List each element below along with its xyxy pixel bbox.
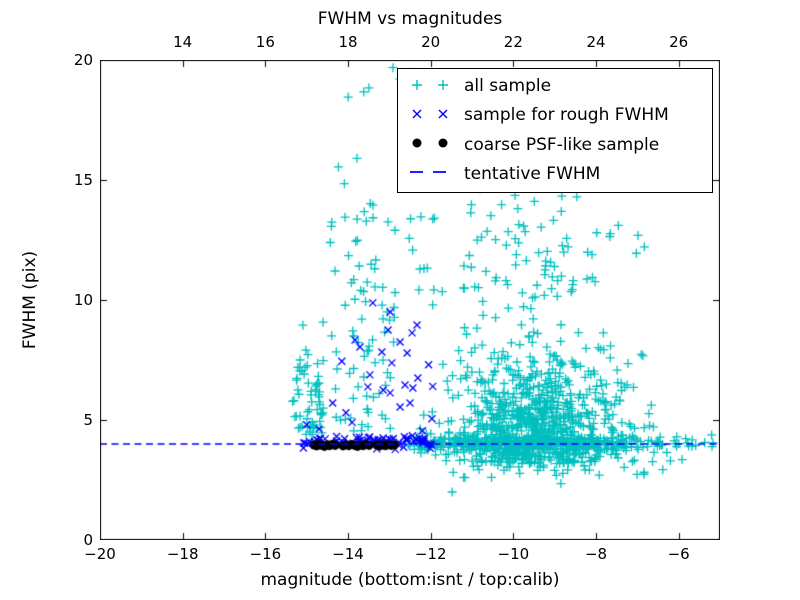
tick-label: 20 xyxy=(73,51,93,69)
tick-label: −12 xyxy=(414,545,447,563)
legend-item-plus: all sample xyxy=(398,73,712,101)
legend: all sample sample for rough FWHM coarse PS… xyxy=(397,68,713,193)
cross-marker-icon xyxy=(407,105,455,127)
tick-label: −8 xyxy=(584,545,608,563)
tick-label: 0 xyxy=(83,531,93,549)
tick-label: 10 xyxy=(73,291,93,309)
tick-label: 22 xyxy=(503,33,523,51)
tick-label: −16 xyxy=(249,545,282,563)
tick-label: 18 xyxy=(338,33,358,51)
tick-label: −18 xyxy=(166,545,199,563)
tick-label: 16 xyxy=(255,33,275,51)
y-axis-label: FWHM (pix) xyxy=(20,250,40,350)
dot-marker-icon xyxy=(407,134,455,156)
x-axis-label: magnitude (bottom:isnt / top:calib) xyxy=(260,570,560,590)
tick-label: 20 xyxy=(421,33,441,51)
chart-title: FWHM vs magnitudes xyxy=(317,9,503,29)
legend-item-label: all sample xyxy=(464,76,552,97)
tick-label: 26 xyxy=(669,33,689,51)
tick-label: 24 xyxy=(586,33,606,51)
legend-item-label: tentative FWHM xyxy=(464,163,601,184)
tick-label: 15 xyxy=(73,171,93,189)
plus-marker-icon xyxy=(407,76,455,98)
legend-item-dot: coarse PSF-like sample xyxy=(398,131,712,159)
tick-label: −14 xyxy=(332,545,364,563)
tick-label: −20 xyxy=(84,545,116,563)
legend-item-dash: tentative FWHM xyxy=(398,160,712,188)
tick-label: −10 xyxy=(497,545,530,563)
legend-item-cross: sample for rough FWHM xyxy=(398,102,712,130)
legend-item-label: coarse PSF-like sample xyxy=(464,134,660,155)
dash-marker-icon xyxy=(407,163,455,185)
legend-item-label: sample for rough FWHM xyxy=(464,105,669,126)
tick-label: 5 xyxy=(83,411,93,429)
tick-label: −6 xyxy=(667,545,690,563)
tick-label: 14 xyxy=(173,33,193,51)
